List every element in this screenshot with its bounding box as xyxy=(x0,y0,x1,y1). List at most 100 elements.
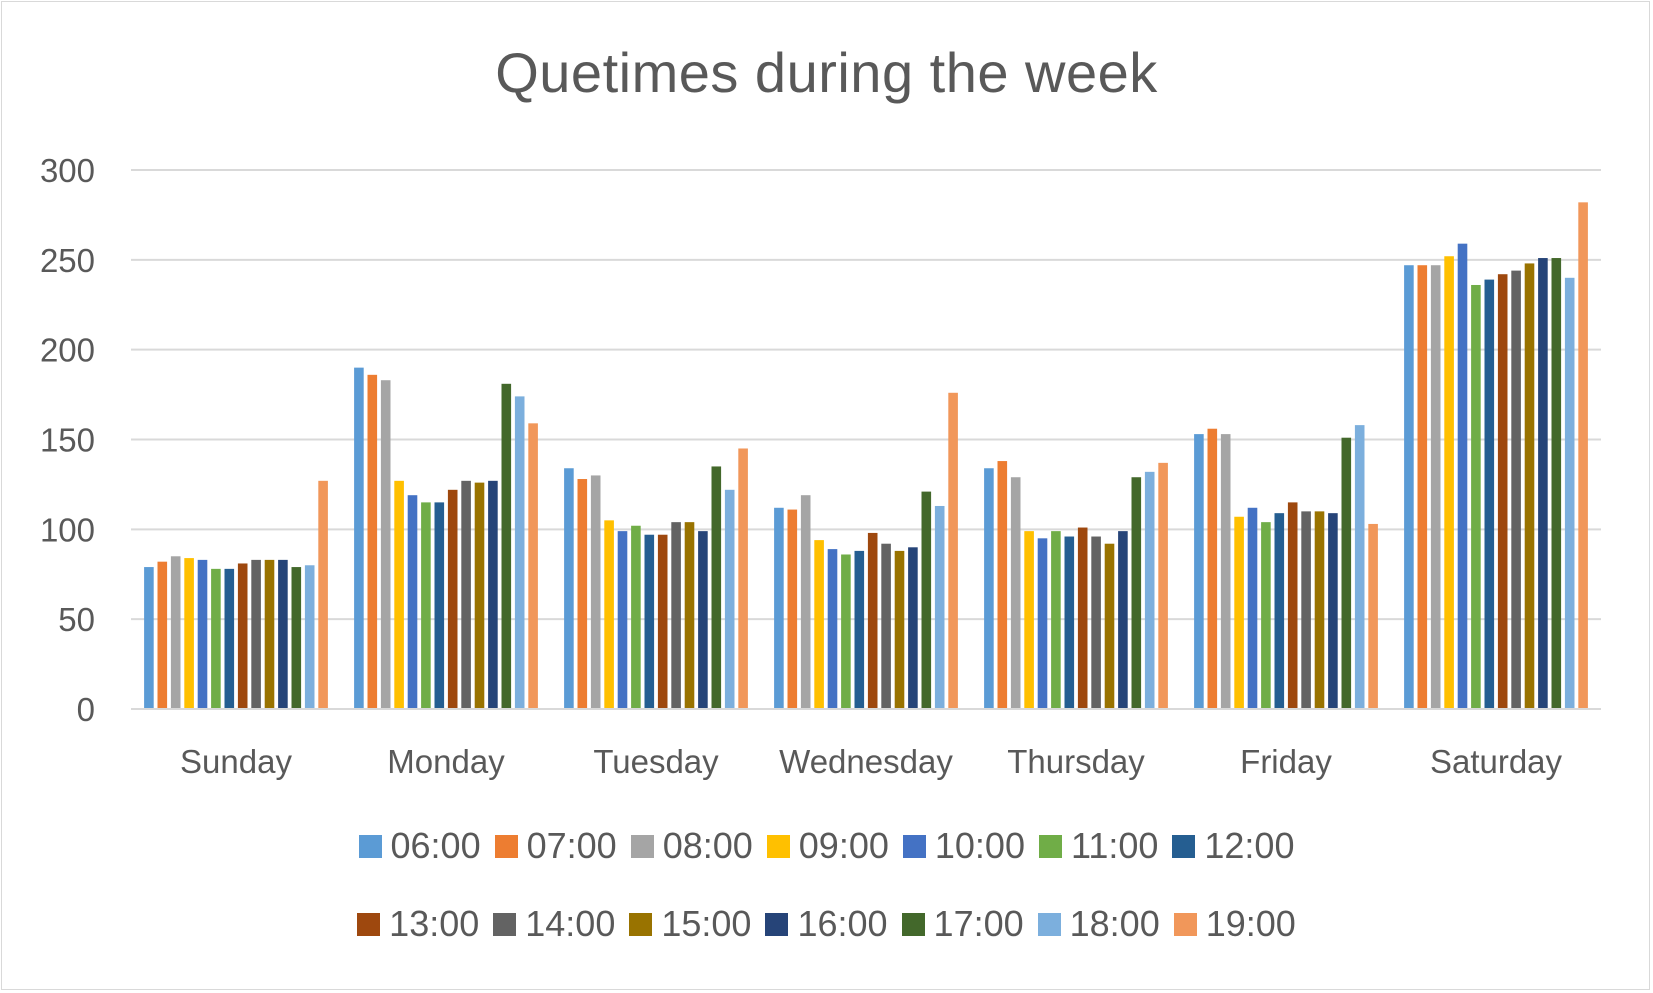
bar-saturday-1600 xyxy=(1538,258,1548,709)
bar-thursday-1700 xyxy=(1131,477,1142,709)
bar-friday-1300 xyxy=(1287,502,1298,709)
legend-swatch xyxy=(765,912,789,936)
gridlines xyxy=(131,169,1601,621)
bar-tuesday-0600 xyxy=(564,468,574,709)
legend-item: 08:00 xyxy=(630,825,753,867)
bar-thursday-1500 xyxy=(1104,543,1115,709)
legend-label: 18:00 xyxy=(1069,903,1160,944)
legend-swatch xyxy=(1037,912,1061,936)
bar-monday-0600 xyxy=(354,367,364,709)
y-tick-label: 250 xyxy=(40,242,95,279)
bar-saturday-0900 xyxy=(1444,256,1454,709)
bar-saturday-1200 xyxy=(1484,279,1495,709)
bar-monday-1400 xyxy=(461,480,471,709)
legend-item: 18:00 xyxy=(1037,903,1160,945)
legend-swatch xyxy=(901,912,925,936)
legend-row: 13:00 14:00 15:00 16:00 17:00 18:00 19:00 xyxy=(357,903,1296,945)
bar-saturday-1000 xyxy=(1457,243,1468,709)
bar-tuesday-1100 xyxy=(631,525,641,709)
bar-wednesday-0900 xyxy=(814,540,824,709)
bar-thursday-1800 xyxy=(1144,471,1155,709)
legend-swatch xyxy=(494,834,518,858)
bar-saturday-0700 xyxy=(1417,265,1428,709)
bar-monday-0800 xyxy=(380,380,391,709)
bar-wednesday-0700 xyxy=(787,509,798,709)
bar-saturday-1100 xyxy=(1471,284,1481,709)
bar-saturday-1900 xyxy=(1578,202,1588,709)
bar-thursday-1100 xyxy=(1051,531,1061,709)
bar-monday-1100 xyxy=(421,502,431,709)
bar-saturday-1400 xyxy=(1511,270,1521,709)
bar-monday-1900 xyxy=(528,423,538,709)
bar-saturday-0600 xyxy=(1404,265,1414,709)
bar-saturday-1700 xyxy=(1551,258,1562,709)
bar-group-monday xyxy=(354,367,538,709)
bar-thursday-0800 xyxy=(1010,477,1021,709)
bar-wednesday-1000 xyxy=(827,549,838,709)
legend-item: 12:00 xyxy=(1172,825,1294,867)
bar-tuesday-1900 xyxy=(738,448,748,709)
bar-thursday-1400 xyxy=(1091,536,1101,709)
y-tick-label: 150 xyxy=(40,422,95,459)
legend-label: 07:00 xyxy=(526,825,617,866)
bar-sunday-1600 xyxy=(278,559,288,709)
legend-label: 12:00 xyxy=(1204,825,1295,866)
bar-monday-1200 xyxy=(434,502,445,709)
bar-group-sunday xyxy=(144,480,328,709)
bar-wednesday-0800 xyxy=(800,495,811,709)
bar-monday-0700 xyxy=(367,374,378,709)
legend: 06:00 07:00 08:00 09:00 10:00 11:00 12:00 13:0… xyxy=(0,825,1653,945)
y-axis-tick-labels: 0 50 100 150 200 250 300 xyxy=(40,152,95,728)
bar-tuesday-1800 xyxy=(724,489,735,709)
bar-thursday-1000 xyxy=(1037,538,1048,709)
bar-friday-1200 xyxy=(1274,513,1285,709)
bar-group-friday xyxy=(1194,425,1378,709)
bar-friday-1100 xyxy=(1261,522,1271,709)
bar-sunday-0700 xyxy=(157,561,168,709)
legend-item: 13:00 xyxy=(357,903,479,945)
legend-swatch xyxy=(357,912,381,936)
legend-item: 15:00 xyxy=(629,903,751,945)
bar-sunday-1400 xyxy=(251,559,261,709)
bar-saturday-0800 xyxy=(1430,265,1441,709)
y-tick-label: 300 xyxy=(40,152,95,189)
bar-monday-0900 xyxy=(394,480,404,709)
bar-wednesday-1800 xyxy=(934,505,945,709)
x-tick-label: Sunday xyxy=(180,743,292,780)
bar-monday-1600 xyxy=(488,480,498,709)
legend-item: 17:00 xyxy=(901,903,1024,945)
legend-swatch xyxy=(493,912,517,936)
bar-thursday-0900 xyxy=(1024,531,1034,709)
bar-wednesday-1700 xyxy=(921,491,932,709)
x-tick-label: Friday xyxy=(1240,743,1332,780)
bar-sunday-0600 xyxy=(144,567,154,709)
legend-swatch xyxy=(1172,834,1196,858)
legend-label: 06:00 xyxy=(390,825,481,866)
x-tick-label: Wednesday xyxy=(779,743,953,780)
bar-saturday-1500 xyxy=(1524,263,1535,709)
bar-sunday-1800 xyxy=(304,565,315,709)
y-tick-label: 200 xyxy=(40,332,95,369)
legend-label: 19:00 xyxy=(1205,903,1296,944)
bar-group-thursday xyxy=(984,461,1168,709)
legend-label: 17:00 xyxy=(933,903,1024,944)
bar-sunday-1300 xyxy=(237,563,248,709)
bar-monday-1300 xyxy=(447,489,458,709)
bar-friday-1700 xyxy=(1341,437,1352,709)
legend-label: 10:00 xyxy=(934,825,1025,866)
legend-item: 16:00 xyxy=(765,903,888,945)
bar-wednesday-1500 xyxy=(894,550,905,709)
bar-sunday-1900 xyxy=(318,480,328,709)
bar-wednesday-1600 xyxy=(908,547,918,709)
bar-sunday-0800 xyxy=(170,556,181,709)
chart-title: Quetimes during the week xyxy=(495,41,1158,104)
x-tick-label: Monday xyxy=(387,743,505,780)
legend-label: 13:00 xyxy=(389,903,480,944)
bar-friday-0800 xyxy=(1220,434,1231,709)
bar-friday-0900 xyxy=(1234,516,1244,709)
bar-sunday-1500 xyxy=(264,559,275,709)
bar-group-wednesday xyxy=(774,392,958,709)
legend-label: 09:00 xyxy=(798,825,889,866)
bar-monday-1800 xyxy=(514,396,525,709)
